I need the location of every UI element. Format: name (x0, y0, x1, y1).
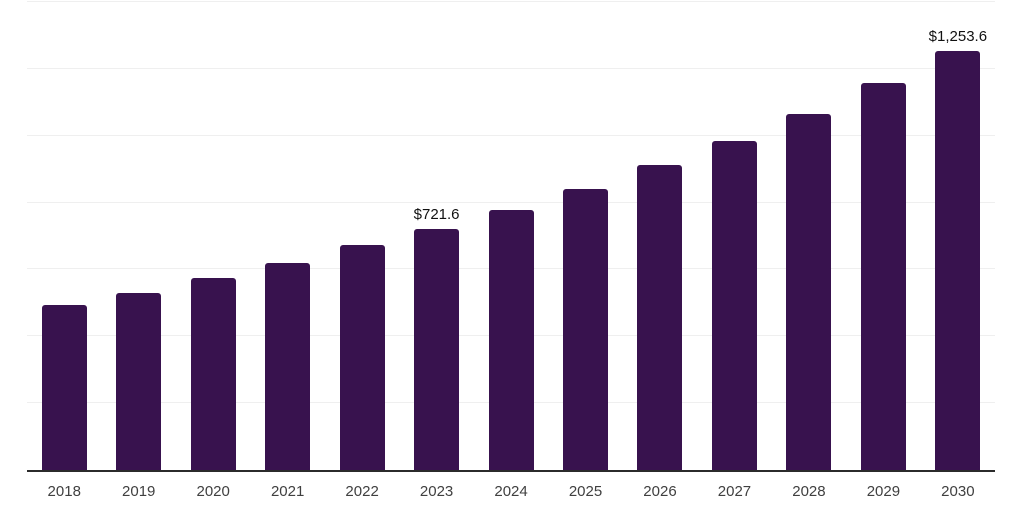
bar-slot-2027 (697, 2, 771, 470)
x-label-2028: 2028 (792, 483, 826, 500)
bar-slot-2019 (101, 2, 175, 470)
value-label-2030: $1,253.6 (928, 27, 988, 45)
gridline-1400 (27, 1, 995, 2)
bar-slot-2029 (846, 2, 920, 470)
bar-2020 (190, 278, 236, 470)
bar-2027 (711, 140, 757, 470)
bar-2029 (860, 83, 906, 470)
bar-2018 (41, 304, 87, 470)
gridline-800 (27, 201, 995, 203)
bar-2021 (265, 263, 311, 470)
x-label-2020: 2020 (196, 483, 230, 500)
x-axis-labels: 2018 2019 2020 2021 2022 2023 2024 2025 2026 2027… (27, 483, 995, 501)
bars-row: $721.6 $1,253.6 (27, 2, 995, 470)
x-label-2029: 2029 (866, 483, 901, 500)
bar-slot-2020 (176, 2, 250, 470)
x-label-2019: 2019 (122, 483, 156, 500)
x-label-2018: 2018 (47, 483, 81, 500)
x-label-2026: 2026 (643, 483, 677, 500)
x-label-2021: 2021 (270, 483, 305, 500)
bar-2024 (488, 209, 534, 470)
bar-slot-2023: $721.6 (399, 2, 473, 470)
bar-slot-2028 (772, 2, 846, 470)
bar-slot-2018 (27, 2, 101, 470)
x-label-2030: 2030 (941, 483, 975, 500)
x-label-2027: 2027 (717, 483, 752, 500)
bar-2026 (637, 165, 683, 470)
bar-2022 (339, 245, 385, 470)
bar-slot-2025 (548, 2, 622, 470)
bar-2030 (935, 50, 981, 470)
x-label-2023: 2023 (419, 483, 454, 500)
bar-slot-2022 (325, 2, 399, 470)
gridline-1000 (27, 134, 995, 136)
x-label-2022: 2022 (345, 483, 379, 500)
bar-slot-2026 (623, 2, 697, 470)
bar-slot-2030: $1,253.6 (921, 2, 995, 470)
bar-slot-2024 (474, 2, 548, 470)
gridline-1200 (27, 67, 995, 69)
plot-area: $721.6 $1,253.6 (27, 1, 995, 472)
bar-2028 (786, 113, 832, 470)
x-label-2024: 2024 (494, 483, 528, 500)
bar-slot-2021 (250, 2, 324, 470)
x-label-2025: 2025 (568, 483, 603, 500)
bar-2019 (116, 292, 162, 470)
value-label-2023: $721.6 (413, 205, 460, 223)
bar-2025 (563, 188, 609, 470)
bar-2023 (414, 228, 460, 470)
